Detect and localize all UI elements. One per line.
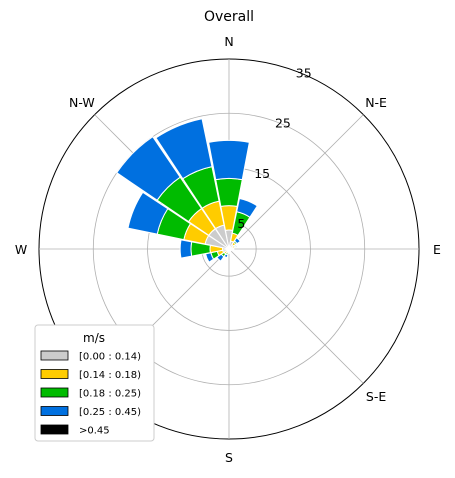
legend-label-1: [0.14 : 0.18) xyxy=(79,370,141,381)
bar-e-bin-2 xyxy=(232,247,235,251)
direction-label-n-e: N-E xyxy=(365,95,387,110)
direction-label-s-e: S-E xyxy=(366,389,386,404)
legend-items: [0.00 : 0.14) [0.14 : 0.18) [0.18 : 0.25) [… xyxy=(40,350,141,437)
direction-label-w: W xyxy=(15,242,27,257)
bar-nne-bin-3 xyxy=(236,197,259,218)
direction-label-e: E xyxy=(433,242,441,257)
direction-label-n: N xyxy=(224,34,233,49)
legend-swatch-3 xyxy=(40,406,69,416)
bar-nnw-bin-3 xyxy=(155,118,213,180)
radial-tick-labels: 5 15 25 35 xyxy=(237,65,311,230)
legend-swatch-1 xyxy=(40,369,69,379)
radial-tick-25: 25 xyxy=(275,116,291,131)
radial-tick-15: 15 xyxy=(254,166,270,181)
direction-label-s: S xyxy=(225,450,233,465)
direction-labels: NN-EES-ESS-WWN-W xyxy=(15,34,441,465)
bar-nw-bin-3 xyxy=(116,136,181,201)
legend-label-2: [0.18 : 0.25) xyxy=(79,389,141,400)
bar-w-bin-3 xyxy=(179,239,193,259)
legend-title: m/s xyxy=(83,331,105,345)
legend-label-0: [0.00 : 0.14) xyxy=(79,352,141,363)
legend-label-4: >0.45 xyxy=(79,426,110,437)
legend-swatch-2 xyxy=(40,387,69,398)
chart-title: Overall xyxy=(204,9,254,25)
bar-wnw-bin-3 xyxy=(127,191,169,235)
grid-spoke-n-e xyxy=(228,114,364,250)
legend-label-3: [0.25 : 0.45) xyxy=(79,407,141,418)
radial-tick-35: 35 xyxy=(296,65,312,80)
bar-n-bin-3 xyxy=(208,140,250,181)
legend-swatch-4 xyxy=(40,424,69,435)
grid-spoke-s-e xyxy=(228,248,364,384)
legend: m/s [0.00 : 0.14) [0.14 : 0.18) [0.18 : 0.… xyxy=(34,324,155,442)
bar-ne-bin-3 xyxy=(233,237,241,245)
sector-bars xyxy=(116,118,259,263)
radial-tick-5: 5 xyxy=(237,216,245,231)
direction-label-n-w: N-W xyxy=(69,95,95,110)
bar-ene-bin-3 xyxy=(234,243,238,249)
legend-swatch-0 xyxy=(40,350,69,361)
